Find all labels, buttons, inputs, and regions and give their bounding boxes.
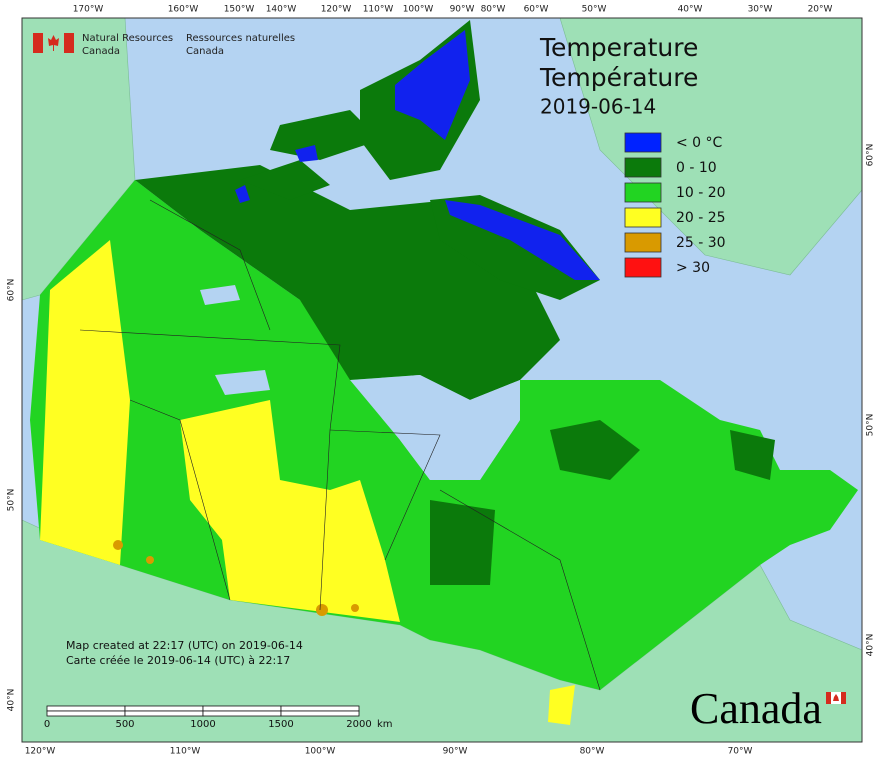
agency-fr: Canada [186,46,224,57]
scale-label: 1000 [190,719,215,730]
maple-leaf [833,694,839,701]
province-border [439,489,601,691]
province-border [129,399,231,601]
scale-unit: km [377,719,393,730]
cold-area [395,30,470,140]
latitude-label: 40°N [866,634,876,657]
maple-leaf [48,35,59,51]
flag-bar [841,692,846,704]
agency-en: Natural Resources [82,33,173,44]
longitude-label: 110°W [170,747,201,757]
province-border [149,199,271,331]
title: Temperature [539,33,698,62]
longitude-label: 70°W [728,747,753,757]
graticule-labels: 170°W 160°W 150°W 140°W 120°W 110°W 100°W 90°W 8… [7,5,876,757]
lake [200,285,240,305]
hot-spot [113,540,123,550]
longitude-label: 110°W [363,5,394,15]
legend-swatch [624,207,662,228]
map-border [21,17,863,743]
province-border [329,429,441,561]
longitude-label: 40°W [678,5,703,15]
latitude-label: 50°N [7,489,17,512]
scale-segment [46,705,126,712]
longitude-label: 100°W [305,747,336,757]
scale-segment [202,705,282,712]
date: 2019-06-14 [540,95,656,119]
legend-swatch [624,257,662,278]
longitude-label: 90°W [450,5,475,15]
province-border [79,329,341,611]
longitude-label: 170°W [73,5,104,15]
legend-swatch [624,132,662,153]
legend-label: < 0 °C [676,135,723,151]
longitude-label: 80°W [481,5,506,15]
warm-area [40,240,130,565]
scale-label: 500 [115,719,134,730]
longitude-label: 20°W [808,5,833,15]
legend-swatch [624,182,662,203]
flag-bar [33,33,43,53]
warm-area [180,400,400,622]
hot-spot [316,604,328,616]
legend-label: 10 - 20 [676,185,726,201]
quebec-cool [550,420,640,480]
cold-area [235,185,250,203]
longitude-label: 30°W [748,5,773,15]
latitude-label: 60°N [7,279,17,302]
flag-bar [64,33,74,53]
latitude-label: 40°N [7,689,17,712]
longitude-label: 160°W [168,5,199,15]
cold-area [295,145,318,162]
longitude-label: 60°W [524,5,549,15]
longitude-label: 150°W [224,5,255,15]
island [240,160,330,200]
longitude-label: 100°W [403,5,434,15]
legend-label: > 30 [676,260,710,276]
island [270,110,380,160]
scale-segment [124,710,204,717]
agency-en: Canada [82,46,120,57]
scale-segment [124,705,204,712]
cold-area [445,200,600,280]
scale-label: 1500 [268,719,293,730]
longitude-label: 90°W [443,747,468,757]
longitude-label: 50°W [582,5,607,15]
title: Température [539,63,698,92]
legend: < 0 °C 0 - 10 10 - 20 20 - 25 25 - 30 > 30 [624,132,726,278]
legend-label: 25 - 30 [676,235,726,251]
longitude-label: 140°W [266,5,297,15]
hot-spot [146,556,154,564]
scale-segment [280,710,360,717]
note: Map created at 22:17 (UTC) on 2019-06-14 [66,639,303,652]
longitude-label: 120°W [25,747,56,757]
ontario-cool [430,500,495,585]
legend-swatch [624,232,662,253]
flag-bar [826,692,831,704]
legend-label: 20 - 25 [676,210,726,226]
latitude-label: 60°N [866,144,876,167]
scale-segment [202,710,282,717]
scale-segment [280,705,360,712]
hudson-bay [350,375,520,480]
longitude-label: 120°W [321,5,352,15]
scale-label: 0 [44,719,50,730]
scale-segment [46,710,126,717]
legend-label: 0 - 10 [676,160,717,176]
lake [215,370,270,395]
hot-spot [351,604,359,612]
warm-area [548,685,575,725]
note: Carte créée le 2019-06-14 (UTC) à 22:17 [66,654,290,667]
labrador-cool [730,430,775,480]
agency-fr: Ressources naturelles [186,33,295,44]
latitude-label: 50°N [866,414,876,437]
longitude-label: 80°W [580,747,605,757]
scale-bar: 0 500 1000 1500 2000 km [44,705,393,730]
wordmark: Canada [690,684,822,733]
legend-swatch [624,157,662,178]
scale-label: 2000 [346,719,371,730]
